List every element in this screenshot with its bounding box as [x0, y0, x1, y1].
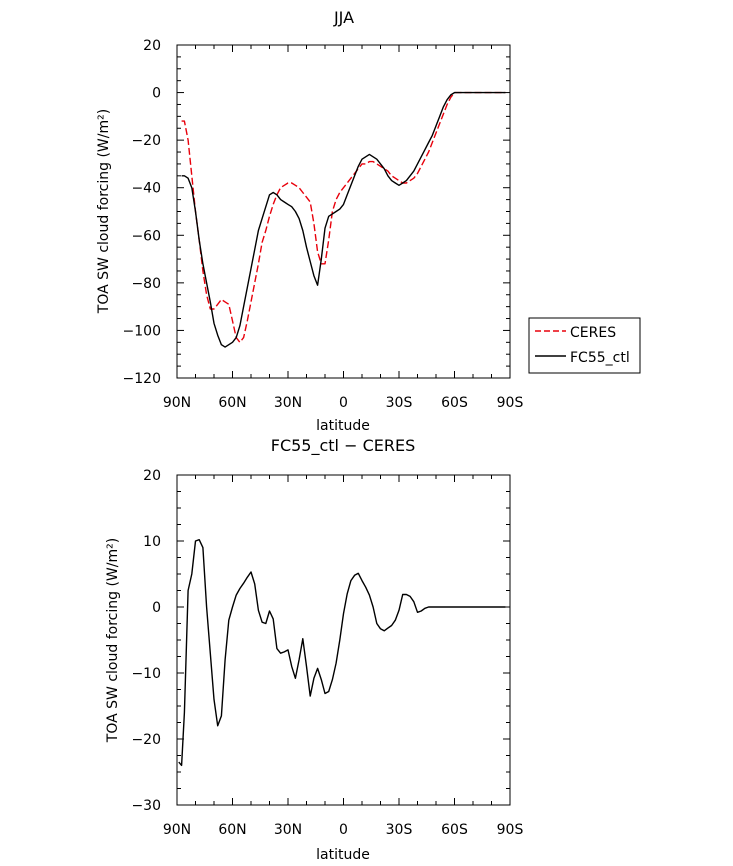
- x-tick-label: 30S: [386, 822, 413, 838]
- plot-frame: [176, 44, 511, 379]
- x-tick-label: 30S: [386, 395, 413, 411]
- x-axis-label: latitude: [316, 418, 370, 434]
- series-line-ceres: [181, 91, 506, 343]
- x-tick-label: 90S: [497, 822, 524, 838]
- chart-panel-2: FC55_ctl − CERES 90N 60N 30N 0 30S 60S 90S 20 10…: [105, 436, 523, 863]
- x-tick-label: 90N: [163, 395, 191, 411]
- chart-title: JJA: [333, 8, 354, 27]
- y-tick-label: 0: [152, 600, 161, 616]
- y-axis-label: TOA SW cloud forcing (W/m²): [96, 109, 112, 314]
- legend-box: [528, 317, 641, 374]
- chart-panel-1: JJA 90N 60N 30N 0 30S 60S 90S 20 0 −20 −40 −60 −80 −1…: [96, 8, 523, 434]
- legend: CERES FC55_ctl: [528, 317, 641, 374]
- y-tick-label: 20: [143, 468, 161, 484]
- x-tick-label: 0: [339, 395, 348, 411]
- y-tick-label: −80: [131, 276, 161, 292]
- y-tick-label: 20: [143, 38, 161, 54]
- x-tick-label: 90N: [163, 822, 191, 838]
- y-tick-label: −20: [131, 133, 161, 149]
- y-tick-label: 10: [143, 534, 161, 550]
- legend-label-fc55-ctl: FC55_ctl: [570, 350, 630, 366]
- y-tick-label: −10: [131, 666, 161, 682]
- x-tick-label: 60S: [441, 822, 468, 838]
- x-tick-label: 0: [339, 822, 348, 838]
- x-tick-label: 30N: [274, 822, 302, 838]
- y-tick-label: −40: [131, 181, 161, 197]
- y-tick-label: −120: [123, 371, 161, 387]
- x-axis-label: latitude: [316, 847, 370, 863]
- chart-title: FC55_ctl − CERES: [271, 436, 416, 456]
- legend-label-ceres: CERES: [570, 325, 616, 341]
- x-tick-label: 60N: [218, 395, 246, 411]
- series-line-fc55-ctl: [181, 91, 506, 348]
- y-axis-label: TOA SW cloud forcing (W/m²): [105, 538, 121, 743]
- series-line-difference: [178, 539, 506, 767]
- y-tick-label: −20: [131, 732, 161, 748]
- y-tick-label: −30: [131, 798, 161, 814]
- x-tick-label: 60S: [441, 395, 468, 411]
- x-tick-label: 30N: [274, 395, 302, 411]
- y-tick-label: 0: [152, 86, 161, 102]
- y-tick-label: −60: [131, 228, 161, 244]
- x-tick-label: 90S: [497, 395, 524, 411]
- x-tick-label: 60N: [218, 822, 246, 838]
- y-tick-label: −100: [123, 323, 161, 339]
